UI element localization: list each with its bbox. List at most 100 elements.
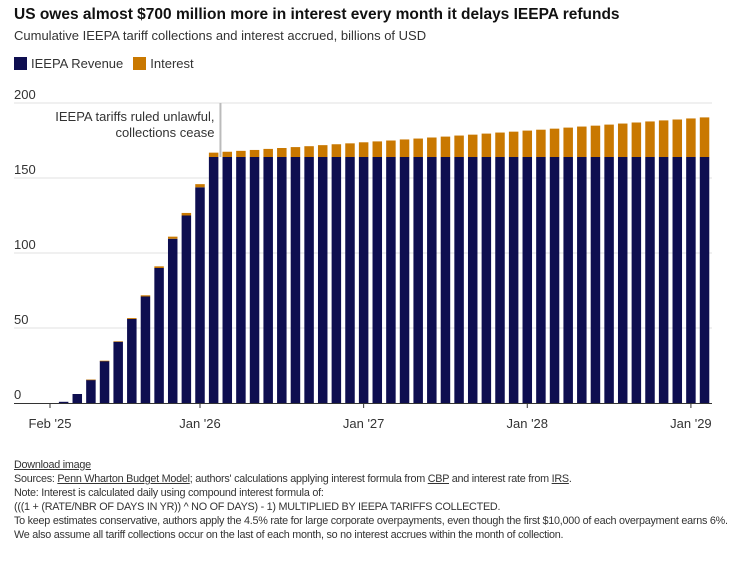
bar-revenue — [58, 401, 69, 403]
bar-revenue — [181, 215, 192, 403]
x-tick-label: Feb '25 — [29, 416, 72, 431]
bar-revenue — [140, 296, 151, 403]
bar-revenue — [277, 157, 287, 403]
bar-revenue — [577, 157, 587, 403]
sources-prefix: Sources: — [14, 473, 58, 485]
bar-interest — [672, 119, 683, 157]
x-tick-label: Jan '29 — [670, 416, 712, 431]
bar-interest — [113, 341, 123, 342]
bar-interest — [699, 117, 710, 157]
irs-link[interactable]: IRS — [551, 473, 570, 485]
bar-interest — [167, 236, 178, 239]
bar-interest — [481, 133, 492, 157]
bar-revenue — [536, 157, 546, 403]
download-image-link[interactable]: Download image — [14, 459, 91, 471]
y-tick-label: 100 — [14, 237, 36, 252]
bar-revenue — [154, 268, 164, 403]
bar-revenue — [86, 379, 96, 403]
bar-interest — [590, 125, 601, 157]
annotation-text: IEEPA tariffs ruled unlawful, — [55, 109, 214, 124]
x-tick-label: Jan '26 — [179, 416, 221, 431]
note-line-2: (((1 + (RATE/NBR OF DAYS IN YR)) ^ NO OF… — [14, 501, 501, 513]
bar-revenue — [127, 319, 137, 403]
bar-interest — [617, 123, 628, 157]
bar-revenue — [236, 157, 246, 403]
bar-interest — [317, 145, 328, 157]
legend: IEEPA Revenue Interest — [14, 56, 204, 71]
bar-interest — [249, 149, 260, 157]
sources-mid2: and interest rate from — [449, 473, 552, 485]
y-tick-label: 150 — [14, 162, 36, 177]
pwbm-link[interactable]: Penn Wharton Budget Model — [57, 473, 190, 485]
bar-interest — [277, 148, 287, 157]
note-line-3: To keep estimates conservative, authors … — [14, 515, 728, 541]
bar-revenue — [658, 157, 669, 403]
bar-revenue — [495, 157, 505, 403]
bar-interest — [331, 144, 342, 157]
bar-interest — [495, 132, 505, 157]
bar-revenue — [317, 157, 328, 403]
note-line-1: Note: Interest is calculated daily using… — [14, 487, 324, 499]
legend-item-revenue: IEEPA Revenue — [14, 56, 123, 71]
bar-interest — [631, 122, 642, 157]
bar-interest — [140, 295, 151, 297]
x-tick-label: Jan '27 — [343, 416, 385, 431]
bar-revenue — [645, 157, 655, 403]
bar-revenue — [549, 157, 560, 403]
bar-revenue — [413, 157, 423, 403]
bar-interest — [645, 121, 655, 157]
bar-revenue — [208, 157, 219, 403]
bar-revenue — [99, 361, 110, 403]
bar-revenue — [345, 157, 355, 403]
bar-interest — [304, 146, 314, 157]
bar-interest — [99, 360, 110, 362]
bar-revenue — [481, 157, 492, 403]
bar-revenue — [590, 157, 601, 403]
bar-interest — [549, 128, 560, 157]
bar-interest — [181, 212, 192, 216]
bar-interest — [577, 126, 587, 157]
cbp-link[interactable]: CBP — [427, 473, 450, 485]
x-tick-label: Jan '28 — [507, 416, 549, 431]
bar-revenue — [167, 238, 178, 403]
bar-interest — [195, 184, 205, 188]
bar-interest — [208, 152, 219, 157]
footer-notes: Download image Sources: Penn Wharton Bud… — [14, 458, 730, 542]
bar-revenue — [195, 187, 205, 403]
bar-interest — [154, 266, 164, 268]
bar-interest — [604, 124, 614, 157]
bar-revenue — [454, 157, 464, 403]
bar-interest — [563, 127, 573, 157]
legend-item-interest: Interest — [133, 56, 194, 71]
bar-interest — [658, 120, 669, 157]
legend-label-interest: Interest — [150, 56, 194, 71]
bar-revenue — [699, 157, 710, 403]
bar-revenue — [304, 157, 314, 403]
bar-revenue — [467, 157, 478, 403]
legend-swatch-revenue — [14, 57, 27, 70]
y-tick-label: 0 — [14, 387, 21, 402]
bar-interest — [386, 140, 396, 157]
bar-revenue — [427, 157, 437, 403]
bar-interest — [413, 138, 423, 157]
bar-interest — [236, 150, 246, 157]
legend-swatch-interest — [133, 57, 147, 70]
y-tick-label: 200 — [14, 87, 36, 102]
bar-interest — [427, 137, 437, 157]
bar-revenue — [331, 157, 342, 403]
bar-revenue — [72, 394, 83, 403]
bar-interest — [263, 148, 273, 157]
bar-revenue — [372, 157, 383, 403]
bar-interest — [345, 143, 355, 157]
y-tick-label: 50 — [14, 312, 28, 327]
bar-interest — [522, 130, 533, 157]
bar-interest — [467, 134, 478, 157]
bar-interest — [440, 136, 451, 157]
sources-mid: ; authors' calculations applying interes… — [189, 473, 428, 485]
bar-interest — [127, 318, 137, 319]
bar-chart: 0 50 100 150 200 Feb '25 Jan '26 Jan '27 Jan '28… — [14, 87, 712, 431]
bar-revenue — [440, 157, 451, 403]
bar-revenue — [563, 157, 573, 403]
sources-line: Sources: Penn Wharton Budget Model; auth… — [14, 472, 730, 486]
sources-end: . — [568, 473, 572, 485]
